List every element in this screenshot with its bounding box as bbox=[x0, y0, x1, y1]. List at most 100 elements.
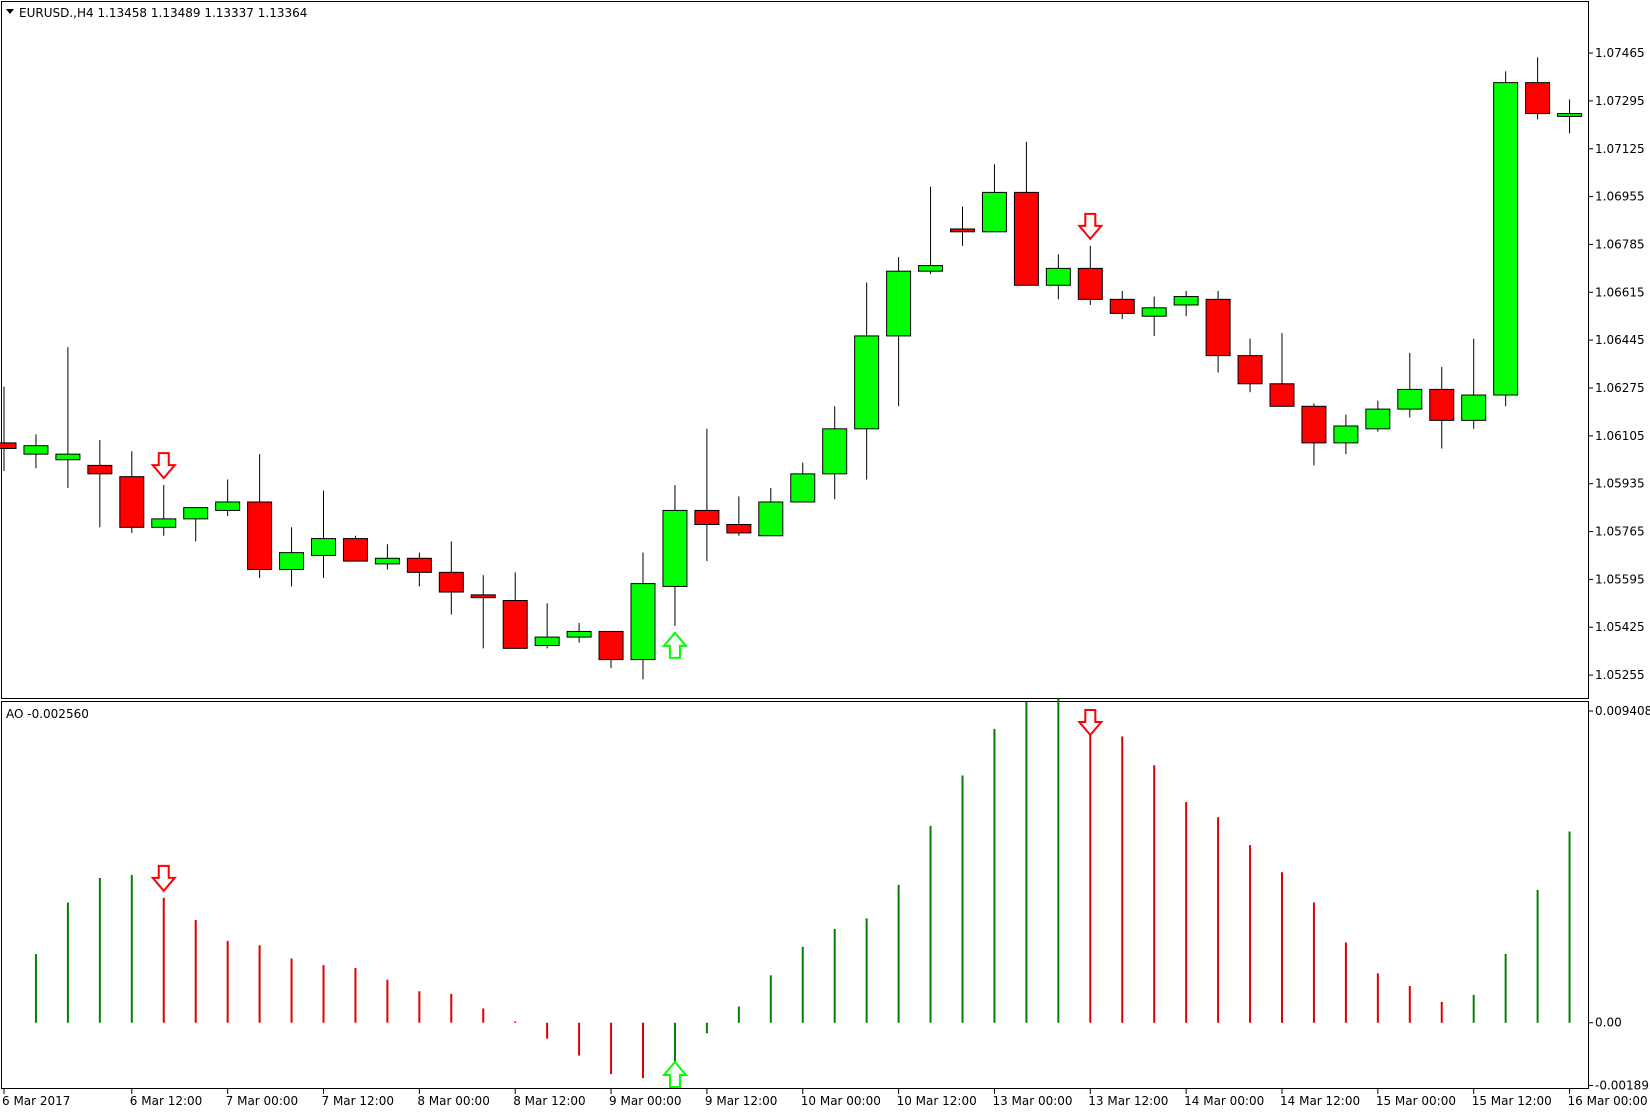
time-tick-label: 9 Mar 12:00 bbox=[705, 1094, 778, 1108]
price-tick-label: 1.06275 bbox=[1595, 381, 1645, 395]
bull-candle bbox=[1365, 408, 1391, 430]
symbol-header: EURUSD.,H4 1.13458 1.13489 1.13337 1.133… bbox=[19, 6, 307, 20]
price-tick-label: 1.05595 bbox=[1595, 572, 1645, 586]
bear-candle bbox=[502, 599, 528, 649]
price-tick-label: 1.06105 bbox=[1595, 429, 1645, 443]
bull-candle bbox=[151, 518, 177, 528]
bull-candle bbox=[1173, 296, 1199, 306]
bear-candle bbox=[950, 228, 975, 233]
bull-candle bbox=[1461, 394, 1487, 421]
bull-candle bbox=[534, 636, 560, 647]
bull-candle bbox=[790, 473, 816, 503]
bear-candle bbox=[119, 476, 145, 528]
bear-candle bbox=[1269, 383, 1295, 407]
time-tick-label: 6 Mar 2017 bbox=[2, 1094, 70, 1108]
price-tick-label: 1.06785 bbox=[1595, 237, 1645, 251]
ao-axis: 0.009408 0.00 -0.001893 bbox=[1588, 704, 1650, 1092]
price-tick-label: 1.06615 bbox=[1595, 285, 1645, 299]
bear-candle bbox=[1525, 82, 1551, 115]
bull-candle bbox=[23, 445, 49, 455]
arrow-down-outline-icon bbox=[1077, 709, 1104, 737]
price-axis: 1.07465 1.07295 1.07125 1.06955 1.06785 1.066… bbox=[1588, 46, 1645, 682]
bull-candle bbox=[566, 630, 592, 638]
arrow-down-outline-icon bbox=[150, 864, 177, 893]
bear-candle bbox=[1237, 355, 1263, 385]
bull-candle bbox=[279, 552, 305, 571]
time-tick-label: 8 Mar 12:00 bbox=[513, 1094, 586, 1108]
price-tick-label: 1.05765 bbox=[1595, 525, 1645, 539]
price-tick-label: 1.07125 bbox=[1595, 142, 1645, 156]
arrow-up-outline-icon bbox=[661, 1060, 689, 1088]
bear-candle bbox=[87, 464, 113, 475]
bear-candle bbox=[438, 571, 464, 593]
bear-candle bbox=[694, 509, 720, 526]
time-tick-label: 15 Mar 00:00 bbox=[1376, 1094, 1456, 1108]
ao-tick-label: 0.00 bbox=[1595, 1016, 1622, 1030]
triangle-down-icon[interactable] bbox=[6, 9, 14, 14]
ao-histogram bbox=[34, 698, 1571, 1079]
time-axis: 6 Mar 2017 6 Mar 12:00 7 Mar 00:00 7 Mar 12… bbox=[2, 1089, 1648, 1108]
bear-candle bbox=[1109, 298, 1135, 314]
bear-candle bbox=[1301, 405, 1327, 444]
price-tick-label: 1.05935 bbox=[1595, 477, 1645, 491]
bull-candle bbox=[1397, 388, 1423, 410]
bull-candle bbox=[886, 270, 912, 337]
bull-candle bbox=[1141, 307, 1167, 317]
bull-candle bbox=[854, 335, 880, 430]
bear-candle bbox=[1205, 298, 1231, 357]
time-tick-label: 7 Mar 00:00 bbox=[226, 1094, 299, 1108]
time-tick-label: 10 Mar 12:00 bbox=[897, 1094, 977, 1108]
arrow-up-outline-icon bbox=[661, 631, 689, 659]
time-tick-label: 16 Mar 00:00 bbox=[1568, 1094, 1648, 1108]
bull-candle bbox=[822, 428, 848, 475]
candles bbox=[0, 57, 1583, 680]
bear-candle bbox=[1429, 388, 1455, 421]
bear-candle bbox=[470, 594, 496, 599]
bull-candle bbox=[1493, 82, 1519, 396]
signals bbox=[150, 212, 1104, 1088]
bull-candle bbox=[981, 191, 1007, 233]
ao-panel-frame[interactable] bbox=[1, 701, 1589, 1089]
bear-candle bbox=[1013, 191, 1039, 286]
bull-candle bbox=[55, 453, 81, 461]
price-tick-label: 1.07465 bbox=[1595, 46, 1645, 60]
time-tick-label: 14 Mar 12:00 bbox=[1280, 1094, 1360, 1108]
bull-candle bbox=[1557, 113, 1583, 117]
price-panel-frame[interactable] bbox=[1, 1, 1589, 699]
bull-candle bbox=[183, 507, 209, 520]
bear-candle bbox=[247, 501, 273, 571]
time-tick-label: 8 Mar 00:00 bbox=[417, 1094, 490, 1108]
arrow-down-outline-icon bbox=[1077, 212, 1104, 241]
time-tick-label: 15 Mar 12:00 bbox=[1472, 1094, 1552, 1108]
bear-candle bbox=[0, 442, 17, 450]
time-tick-label: 13 Mar 12:00 bbox=[1088, 1094, 1168, 1108]
bull-candle bbox=[215, 501, 241, 511]
bull-candle bbox=[630, 583, 656, 661]
bull-candle bbox=[1045, 267, 1071, 286]
bull-candle bbox=[662, 509, 688, 587]
time-tick-label: 13 Mar 00:00 bbox=[992, 1094, 1072, 1108]
arrow-down-outline-icon bbox=[150, 452, 177, 480]
price-tick-label: 1.07295 bbox=[1595, 94, 1645, 108]
bull-candle bbox=[918, 265, 944, 272]
price-tick-label: 1.05425 bbox=[1595, 620, 1645, 634]
bull-candle bbox=[311, 538, 336, 556]
time-tick-label: 14 Mar 00:00 bbox=[1184, 1094, 1264, 1108]
bull-candle bbox=[1333, 425, 1359, 444]
time-tick-label: 7 Mar 12:00 bbox=[322, 1094, 395, 1108]
bull-candle bbox=[374, 557, 400, 565]
ao-header: AO -0.002560 bbox=[6, 707, 89, 721]
bear-candle bbox=[342, 538, 368, 562]
ao-tick-label: 0.009408 bbox=[1595, 704, 1650, 718]
time-tick-label: 9 Mar 00:00 bbox=[609, 1094, 682, 1108]
bear-candle bbox=[1077, 267, 1103, 300]
bear-candle bbox=[406, 557, 432, 573]
price-tick-label: 1.06445 bbox=[1595, 333, 1645, 347]
price-tick-label: 1.05255 bbox=[1595, 668, 1645, 682]
time-tick-label: 6 Mar 12:00 bbox=[130, 1094, 203, 1108]
bear-candle bbox=[726, 524, 752, 534]
bull-candle bbox=[758, 501, 784, 537]
price-tick-label: 1.06955 bbox=[1595, 190, 1645, 204]
